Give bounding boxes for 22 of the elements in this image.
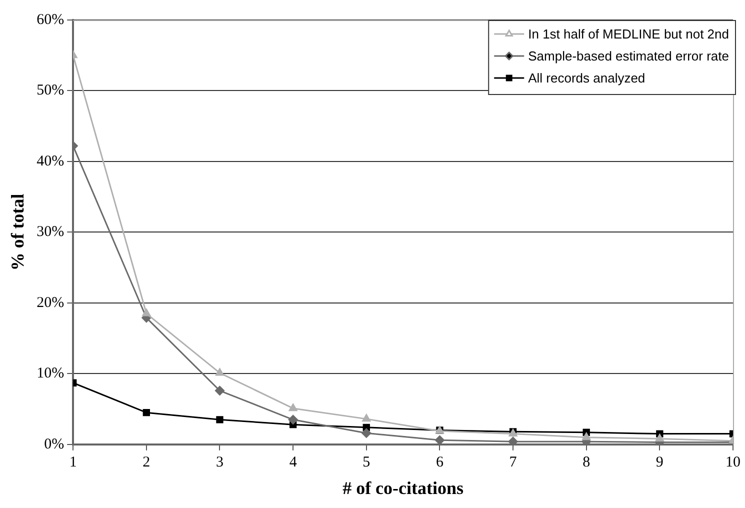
y-tick-label: 30% — [36, 224, 64, 240]
y-tick-label: 10% — [36, 366, 64, 382]
x-tick-label: 7 — [509, 454, 518, 470]
x-tick-label: 5 — [362, 454, 370, 470]
x-tick-label: 1 — [69, 454, 77, 470]
x-tick-label: 4 — [289, 454, 298, 470]
x-tick-label: 3 — [216, 454, 224, 470]
legend-label: All records analyzed — [528, 70, 646, 86]
x-axis-title: # of co-citations — [342, 478, 464, 498]
x-tick-label: 8 — [582, 454, 590, 470]
x-tick-label: 2 — [142, 454, 150, 470]
y-tick-label: 40% — [36, 153, 64, 170]
y-tick-label: 0% — [44, 436, 64, 452]
legend-label: Sample-based estimated error rate — [528, 48, 729, 64]
y-tick-label: 50% — [36, 82, 64, 99]
x-tick-label: 10 — [726, 454, 740, 470]
y-axis-title: % of total — [7, 194, 28, 271]
y-tick-label: 60% — [36, 12, 64, 28]
x-tick-label: 9 — [656, 454, 664, 470]
x-tick-label: 6 — [436, 454, 444, 470]
y-tick-label: 20% — [36, 294, 64, 311]
legend-label: In 1st half of MEDLINE but not 2nd — [528, 26, 729, 42]
